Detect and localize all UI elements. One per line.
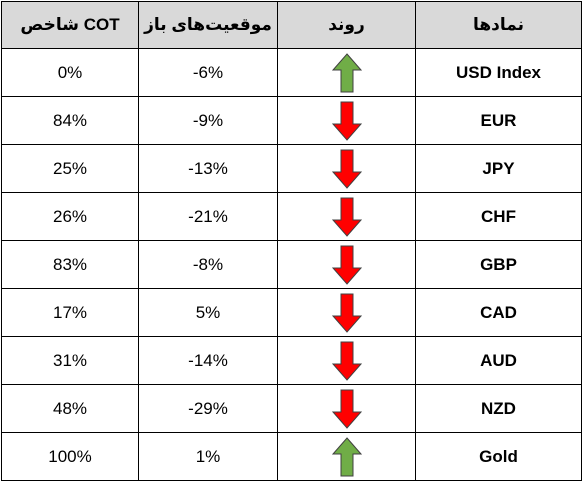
table-row: 83% -8% GBP — [1, 240, 582, 289]
symbol-cell: EUR — [415, 96, 582, 145]
trend-cell — [277, 384, 416, 433]
trend-cell — [277, 432, 416, 481]
trend-cell — [277, 192, 416, 241]
trend-cell — [277, 240, 416, 289]
open-positions-cell: -29% — [138, 384, 278, 433]
cot-index-cell: 26% — [1, 192, 139, 241]
open-positions-cell: -8% — [138, 240, 278, 289]
trend-cell — [277, 336, 416, 385]
header-open-positions: موقعیت‌های باز — [138, 1, 278, 49]
trend-cell — [277, 288, 416, 337]
cot-index-cell: 31% — [1, 336, 139, 385]
symbol-cell: GBP — [415, 240, 582, 289]
table-row: 0% -6% USD Index — [1, 48, 582, 97]
cot-index-cell: 25% — [1, 144, 139, 193]
open-positions-cell: -6% — [138, 48, 278, 97]
open-positions-cell: -13% — [138, 144, 278, 193]
table-row: 84% -9% EUR — [1, 96, 582, 145]
symbol-cell: AUD — [415, 336, 582, 385]
cot-index-cell: 0% — [1, 48, 139, 97]
header-row: شاخص COT موقعیت‌های باز روند نمادها — [1, 1, 582, 49]
table-row: 31% -14% AUD — [1, 336, 582, 385]
arrow-down-icon — [331, 389, 362, 429]
cot-index-cell: 100% — [1, 432, 139, 481]
cot-index-cell: 83% — [1, 240, 139, 289]
arrow-down-icon — [331, 101, 362, 141]
arrow-down-icon — [331, 245, 362, 285]
cot-index-cell: 17% — [1, 288, 139, 337]
header-symbols: نمادها — [415, 1, 582, 49]
table-body: 0% -6% USD Index 84% -9% EUR 25% -13% JPY 26% -21%… — [1, 48, 582, 481]
trend-cell — [277, 96, 416, 145]
symbol-cell: Gold — [415, 432, 582, 481]
symbol-cell: CAD — [415, 288, 582, 337]
table-row: 17% 5% CAD — [1, 288, 582, 337]
open-positions-cell: -9% — [138, 96, 278, 145]
open-positions-cell: -14% — [138, 336, 278, 385]
arrow-down-icon — [331, 149, 362, 189]
arrow-up-icon — [331, 52, 362, 93]
open-positions-cell: 5% — [138, 288, 278, 337]
table-row: 25% -13% JPY — [1, 144, 582, 193]
open-positions-cell: -21% — [138, 192, 278, 241]
header-trend: روند — [277, 1, 416, 49]
symbol-cell: USD Index — [415, 48, 582, 97]
table-row: 26% -21% CHF — [1, 192, 582, 241]
table-row: 100% 1% Gold — [1, 432, 582, 481]
arrow-down-icon — [331, 341, 362, 381]
arrow-down-icon — [331, 197, 362, 237]
arrow-down-icon — [331, 293, 362, 333]
symbol-cell: JPY — [415, 144, 582, 193]
header-cot-index: شاخص COT — [1, 1, 139, 49]
arrow-up-icon — [331, 436, 362, 477]
trend-cell — [277, 144, 416, 193]
symbol-cell: NZD — [415, 384, 582, 433]
cot-index-cell: 48% — [1, 384, 139, 433]
cot-index-cell: 84% — [1, 96, 139, 145]
trend-cell — [277, 48, 416, 97]
symbol-cell: CHF — [415, 192, 582, 241]
table-row: 48% -29% NZD — [1, 384, 582, 433]
open-positions-cell: 1% — [138, 432, 278, 481]
cot-table: شاخص COT موقعیت‌های باز روند نمادها 0% -6… — [1, 1, 582, 481]
